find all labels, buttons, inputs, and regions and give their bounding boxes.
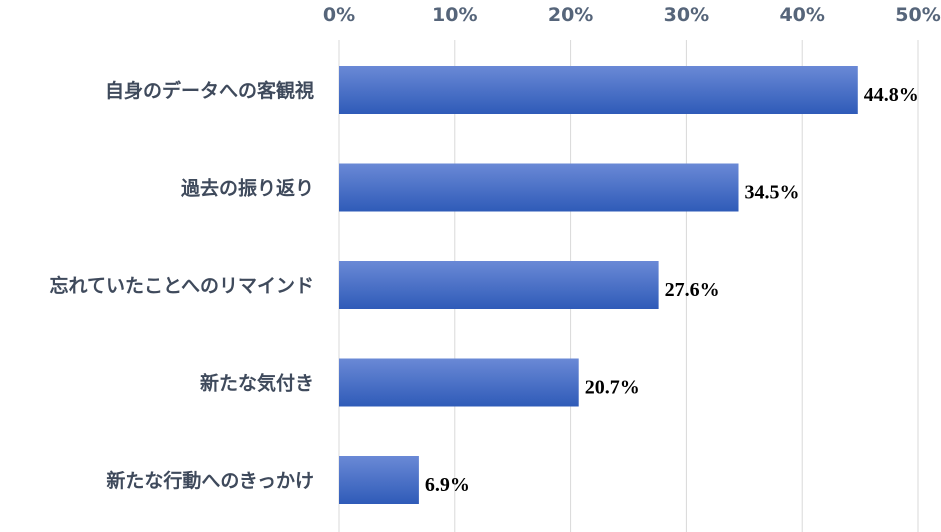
x-axis-ticks: 0% 10% 20% 30% 40% 50% <box>323 4 941 26</box>
value-label: 6.9% <box>425 474 470 496</box>
value-label: 34.5% <box>745 182 800 204</box>
x-tick-label: 40% <box>779 4 824 26</box>
x-tick-label: 20% <box>548 4 593 26</box>
x-tick-label: 50% <box>895 4 940 26</box>
bar <box>339 358 579 407</box>
category-label: 新たな行動へのきっかけ <box>106 469 314 492</box>
value-label: 44.8% <box>864 84 919 106</box>
value-labels: 44.8% 34.5% 27.6% 20.7% 6.9% <box>425 84 919 496</box>
x-tick-label: 10% <box>432 4 477 26</box>
x-tick-label: 0% <box>323 4 355 26</box>
value-label: 27.6% <box>665 279 720 301</box>
category-label: 忘れていたことへのリマインド <box>50 274 314 297</box>
bar <box>339 66 858 114</box>
category-label: 過去の振り返り <box>181 177 314 200</box>
category-labels: 自身のデータへの客観視過去の振り返り忘れていたことへのリマインド新たな気付き新た… <box>50 79 314 492</box>
bar <box>339 261 659 309</box>
bars <box>339 66 858 504</box>
category-label: 自身のデータへの客観視 <box>105 79 314 102</box>
category-label: 新たな気付き <box>200 372 314 395</box>
bar <box>339 163 739 212</box>
value-label: 20.7% <box>585 377 640 399</box>
bar <box>339 456 419 504</box>
x-tick-label: 30% <box>664 4 709 26</box>
